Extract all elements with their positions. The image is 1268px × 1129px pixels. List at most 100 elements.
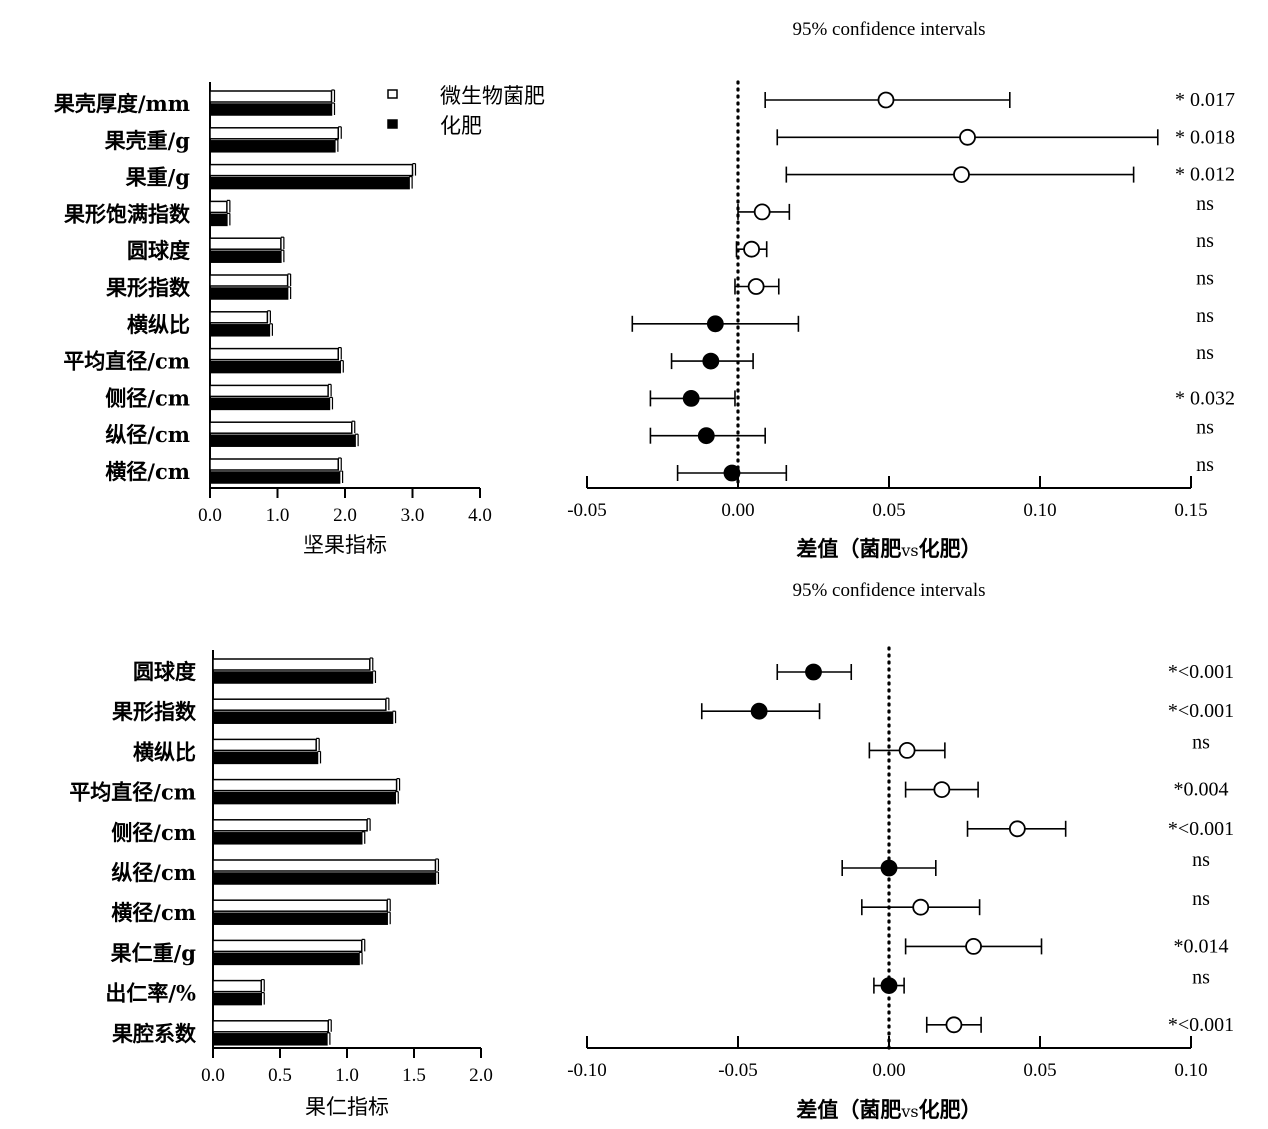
significance-label: ns	[1196, 230, 1214, 252]
bar-平均直径-cm-series-1	[209, 347, 339, 361]
x-tick-label: -0.05	[567, 500, 607, 521]
bar-横径-cm-series-2	[209, 471, 341, 484]
bar-横径-cm-series-1	[209, 458, 339, 471]
category-label-侧径-cm: 侧径/cm	[111, 820, 196, 845]
nut-difference-ci-plot: 95% confidence intervals -0.05 0.00 0.05 0.1…	[567, 19, 1235, 561]
significance-label: ns	[1192, 849, 1210, 871]
kernel-difference-ci-plot: 95% confidence intervals -0.10 -0.05 0.00 0.…	[567, 580, 1234, 1122]
bar-侧径-cm-series-2	[209, 397, 331, 411]
x-tick-label: 1.5	[402, 1065, 426, 1086]
x-tick-label: 0.15	[1174, 500, 1207, 521]
ci-point-8	[702, 352, 720, 370]
category-label-平均直径-cm: 平均直径/cm	[63, 349, 190, 374]
x-tick-label: 0.05	[1023, 1060, 1056, 1081]
bar-果形饱满指数-series-2	[209, 213, 228, 227]
ci-point-4	[753, 203, 771, 221]
ci-point-7	[912, 898, 930, 916]
bar-果壳厚度-mm-series-1	[209, 90, 333, 103]
ci-point-7	[706, 315, 724, 333]
category-label-果形饱满指数: 果形饱满指数	[64, 201, 191, 226]
significance-label: *<0.001	[1168, 818, 1234, 840]
significance-label: *0.014	[1174, 935, 1229, 957]
bar-果壳厚度-mm-series-2	[209, 103, 333, 116]
significance-label: *<0.001	[1168, 700, 1234, 722]
bar-出仁率-series-1	[212, 979, 262, 993]
x-axis-title: 差值（菌肥vs化肥）	[796, 1097, 981, 1122]
nut-traits-bar-chart: 0.0 1.0 2.0 3.0 4.0 果壳厚度/mm 果壳重/g 果重/g 果形饱满指数圆球度…	[54, 82, 545, 557]
x-axis-title: 坚果指标	[303, 533, 387, 557]
ci-point-2	[750, 702, 768, 720]
bar-横径-cm-series-1	[212, 899, 388, 912]
x-tick-label: 1.0	[266, 505, 290, 526]
x-axis-title-part: 化肥）	[919, 1097, 982, 1122]
significance-label: ns	[1192, 888, 1210, 910]
bar-横纵比-series-1	[209, 311, 269, 324]
x-axis-title-part: vs	[900, 541, 918, 560]
ci-point-2	[959, 128, 976, 146]
bar-果形指数-series-1	[212, 698, 387, 711]
bar-出仁率-series-2	[212, 992, 262, 1006]
category-label-果形指数: 果形指数	[112, 699, 197, 724]
ci-point-8	[965, 938, 982, 955]
category-label-果重-g: 果重/g	[126, 165, 191, 190]
x-tick-label: 0.0	[198, 505, 222, 526]
chart-title: 95% confidence intervals	[792, 580, 985, 601]
ci-point-1	[805, 663, 822, 681]
ci-point-5	[743, 240, 760, 258]
category-label-横径-cm: 横径/cm	[105, 459, 190, 484]
category-label-果腔系数: 果腔系数	[112, 1021, 197, 1046]
x-tick-label: 0.05	[872, 500, 905, 521]
ci-point-3	[898, 742, 916, 759]
bar-横纵比-series-2	[212, 751, 319, 765]
category-label-圆球度: 圆球度	[133, 659, 196, 684]
bar-果腔系数-series-2	[212, 1033, 328, 1046]
ci-point-11	[723, 464, 741, 482]
bar-果重-g-series-2	[209, 176, 410, 190]
bar-圆球度-series-1	[212, 658, 371, 671]
x-tick-label: 0.10	[1023, 500, 1056, 521]
category-label-果壳厚度-mm: 果壳厚度/mm	[54, 91, 190, 116]
category-label-纵径-cm: 纵径/cm	[111, 860, 196, 885]
bar-果形指数-series-2	[212, 711, 394, 724]
legend-label-2: 化肥	[440, 114, 482, 138]
bar-果形饱满指数-series-1	[209, 200, 228, 214]
category-label-横径-cm: 横径/cm	[111, 900, 196, 925]
legend-swatch-1	[387, 89, 398, 99]
category-label-横纵比: 横纵比	[133, 739, 196, 764]
significance-label: * 0.017	[1175, 89, 1235, 111]
significance-label: *0.004	[1174, 779, 1229, 801]
bar-果形指数-series-1	[209, 274, 289, 287]
x-tick-label: 3.0	[401, 505, 425, 526]
bar-纵径-cm-series-2	[209, 434, 356, 447]
ci-point-4	[933, 781, 951, 798]
x-tick-label: 0.00	[872, 1060, 905, 1081]
ci-point-5	[1008, 820, 1026, 838]
legend-label-1: 微生物菌肥	[440, 84, 545, 108]
x-axis-title-part: 化肥）	[919, 536, 982, 561]
x-tick-label: 0.10	[1174, 1060, 1207, 1081]
x-tick-label: 0.0	[201, 1065, 225, 1086]
x-tick-label: 1.0	[335, 1065, 359, 1086]
x-tick-label: -0.10	[567, 1060, 607, 1081]
x-tick-label: -0.05	[718, 1060, 758, 1081]
significance-label: * 0.018	[1175, 126, 1235, 148]
significance-label: ns	[1196, 454, 1214, 476]
bar-横径-cm-series-2	[212, 912, 388, 925]
significance-label: ns	[1192, 731, 1210, 753]
bar-圆球度-series-2	[209, 250, 282, 263]
bar-侧径-cm-series-1	[209, 384, 329, 398]
ci-point-1	[877, 91, 895, 109]
ci-point-10	[945, 1016, 963, 1034]
bar-圆球度-series-1	[209, 237, 282, 250]
category-label-出仁率: 出仁率/%	[105, 981, 196, 1006]
bar-果形指数-series-2	[209, 287, 289, 300]
bar-平均直径-cm-series-2	[209, 360, 342, 374]
bar-果仁重-g-series-2	[212, 952, 360, 966]
category-label-果形指数: 果形指数	[106, 275, 191, 300]
significance-label: *<0.001	[1168, 661, 1234, 683]
chart-title: 95% confidence intervals	[792, 19, 985, 40]
x-axis-title-part: vs	[900, 1102, 918, 1121]
category-label-横纵比: 横纵比	[127, 312, 190, 337]
bar-纵径-cm-series-1	[209, 421, 353, 434]
significance-label: ns	[1196, 268, 1214, 290]
